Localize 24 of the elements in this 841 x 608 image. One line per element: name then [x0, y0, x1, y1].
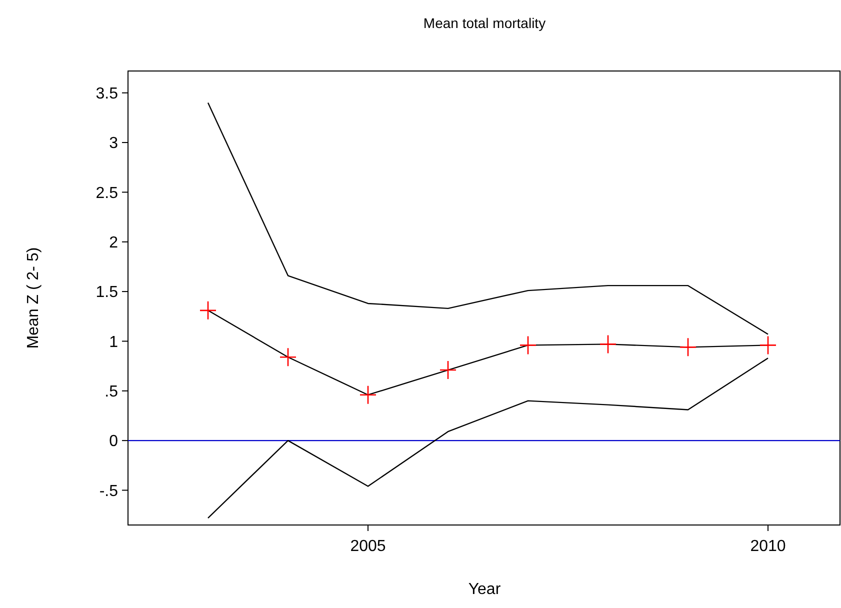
point — [279, 347, 297, 367]
y-tick-label: 1.5 — [96, 284, 118, 302]
point — [199, 300, 217, 320]
y-axis-title: Mean Z ( 2- 5) — [25, 247, 42, 349]
chart-title: Mean total mortality — [423, 15, 546, 31]
y-tick-label: 2.5 — [96, 184, 118, 202]
x-axis-title: Year — [468, 581, 502, 598]
y-tick-label: -.5 — [99, 482, 118, 500]
point — [679, 338, 697, 357]
y-tick-label: 3 — [109, 135, 118, 152]
point — [599, 334, 617, 354]
line-series — [207, 102, 769, 335]
y-tick-label: 0 — [109, 433, 118, 450]
point — [519, 336, 537, 355]
y-tick-label: 3.5 — [96, 85, 118, 102]
y-tick-label: 1 — [109, 334, 118, 351]
point — [439, 360, 457, 380]
x-tick-label: 2005 — [350, 538, 386, 555]
line-series — [207, 358, 769, 519]
y-tick-label: .5 — [104, 383, 118, 400]
point — [359, 385, 377, 405]
x-tick-label: 2010 — [750, 538, 786, 555]
y-tick-label: 2 — [109, 234, 118, 252]
point — [759, 336, 777, 355]
